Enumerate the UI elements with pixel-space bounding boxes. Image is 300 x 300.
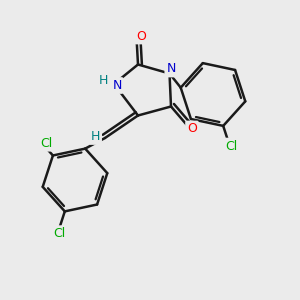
Text: N: N: [112, 79, 122, 92]
Text: O: O: [187, 122, 197, 136]
Text: Cl: Cl: [54, 227, 66, 240]
Text: H: H: [99, 74, 108, 88]
Text: H: H: [91, 130, 100, 143]
Text: Cl: Cl: [40, 137, 52, 150]
Text: O: O: [136, 29, 146, 43]
Text: Cl: Cl: [225, 140, 237, 153]
Text: N: N: [166, 62, 176, 76]
